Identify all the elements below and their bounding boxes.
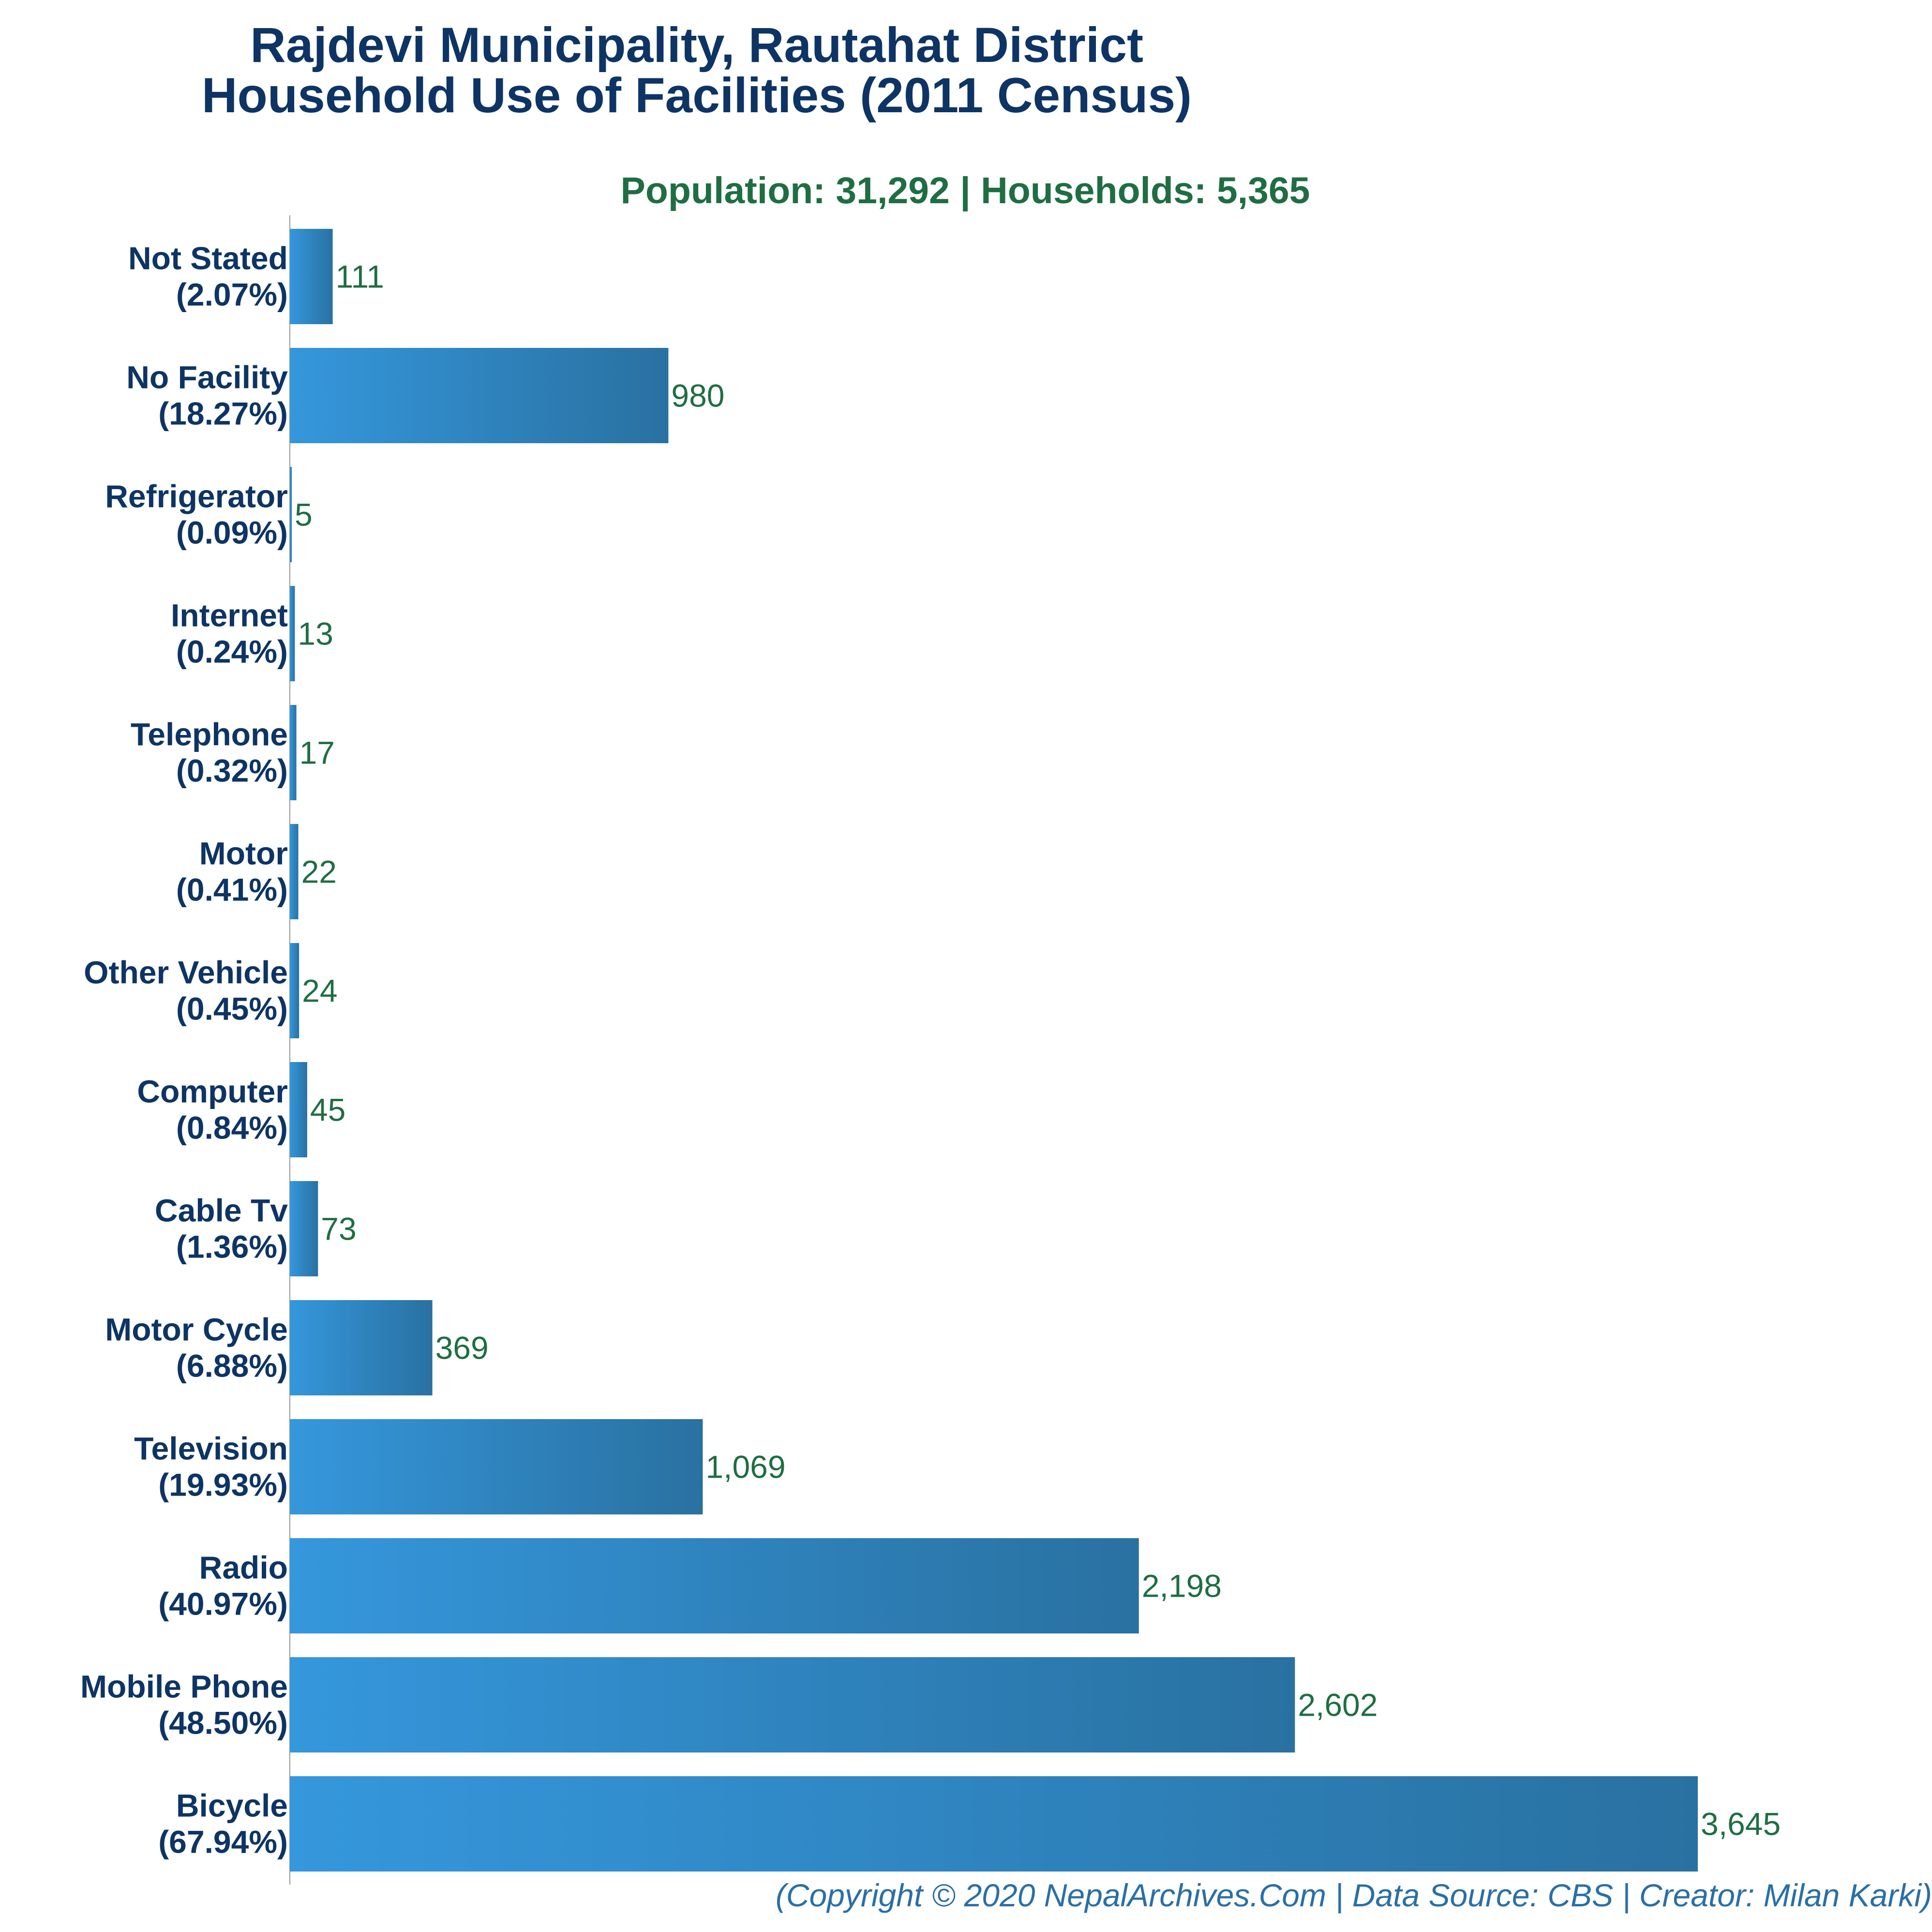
category-percent-label: (19.93%) [158, 1467, 288, 1503]
value-label: 1,069 [705, 1449, 785, 1485]
value-label: 2,602 [1298, 1687, 1378, 1723]
category-label: Radio [199, 1550, 288, 1586]
bar-radio [290, 1538, 1139, 1633]
category-label: Motor Cycle [105, 1312, 288, 1348]
bar-bicycle [290, 1776, 1698, 1872]
category-percent-label: (0.45%) [176, 991, 288, 1027]
bar-refrigerator [290, 467, 292, 562]
category-percent-label: (0.84%) [176, 1110, 288, 1146]
value-label: 5 [295, 497, 313, 533]
category-label: Not Stated [128, 240, 288, 276]
category-label: Television [134, 1431, 288, 1467]
category-percent-label: (0.09%) [176, 515, 288, 551]
value-label: 73 [321, 1211, 356, 1247]
bar-not-stated [290, 229, 333, 324]
category-percent-label: (67.94%) [158, 1824, 288, 1860]
value-label: 980 [671, 378, 724, 414]
bar-cable-tv [290, 1181, 318, 1276]
bar-mobile-phone [290, 1657, 1295, 1752]
bar-computer [290, 1062, 307, 1157]
category-label: Computer [137, 1074, 288, 1109]
category-percent-label: (6.88%) [176, 1348, 288, 1384]
bar-television [290, 1419, 703, 1514]
category-percent-label: (0.24%) [176, 634, 288, 670]
value-label: 111 [336, 259, 384, 295]
category-label: No Facility [126, 359, 288, 395]
footer-credit: (Copyright © 2020 NepalArchives.Com | Da… [776, 1877, 1932, 1914]
category-label: Internet [171, 598, 288, 633]
category-label: Bicycle [176, 1788, 288, 1824]
category-percent-label: (18.27%) [158, 396, 288, 432]
category-percent-label: (2.07%) [176, 277, 288, 313]
value-label: 2,198 [1142, 1568, 1222, 1604]
category-percent-label: (48.50%) [158, 1705, 288, 1741]
category-percent-label: (0.41%) [176, 872, 288, 908]
value-label: 13 [298, 616, 333, 652]
bar-other-vehicle [290, 943, 300, 1038]
category-percent-label: (0.32%) [176, 753, 288, 789]
bar-internet [290, 586, 295, 681]
value-label: 45 [310, 1092, 345, 1128]
category-label: Motor [199, 836, 288, 871]
category-label: Refrigerator [105, 479, 288, 514]
bar-motor [290, 824, 299, 919]
category-label: Mobile Phone [80, 1669, 288, 1705]
value-label: 24 [302, 973, 337, 1009]
chart-title-line-2: Household Use of Facilities (2011 Census… [202, 68, 1192, 123]
bar-no-facility [290, 348, 669, 443]
category-percent-label: (40.97%) [158, 1586, 288, 1622]
value-label: 17 [300, 735, 335, 771]
value-label: 3,645 [1701, 1806, 1781, 1842]
value-label: 22 [301, 854, 337, 890]
chart-title-line-1: Rajdevi Municipality, Rautahat District [250, 17, 1143, 73]
bar-motor-cycle [290, 1300, 433, 1395]
category-percent-label: (1.36%) [176, 1229, 288, 1265]
category-label: Cable Tv [155, 1193, 288, 1228]
category-label: Other Vehicle [84, 955, 288, 990]
bar-telephone [290, 705, 297, 800]
value-label: 369 [435, 1330, 489, 1366]
bars-group: 111 Not Stated(2.07%) 980 No Facility(18.27… [80, 229, 1781, 1872]
category-label: Telephone [131, 717, 288, 752]
chart-subtitle: Population: 31,292 | Households: 5,365 [620, 170, 1310, 211]
